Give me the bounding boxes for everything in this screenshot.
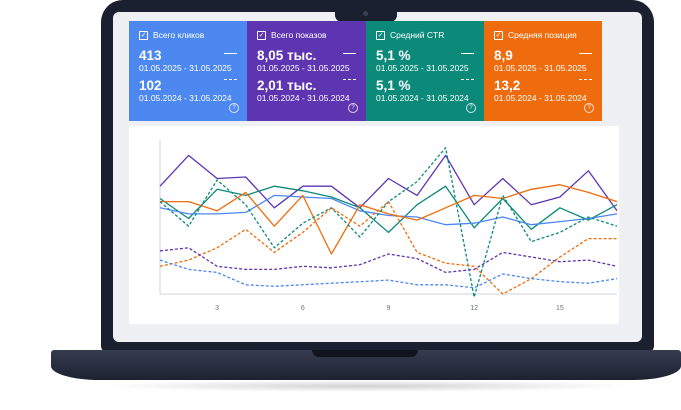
x-tick-label: 15 [556, 305, 564, 312]
previous-period-line-7 [159, 259, 618, 289]
current-value: 8,05 тыс. [257, 48, 317, 63]
metric-title: Всего показов [271, 30, 327, 40]
solid-line-legend-icon [224, 53, 237, 54]
help-icon[interactable]: ? [584, 103, 594, 113]
current-period-line-0 [159, 154, 618, 212]
metric-cards: ✓ Всего кликов 413 01.05.2025 - 31.05.20… [129, 21, 602, 121]
dashed-line-legend-icon [461, 79, 474, 80]
metric-card-position[interactable]: ✓ Средняя позиция 8,9 01.05.2025 - 31.05… [484, 21, 602, 121]
metric-card-ctr[interactable]: ✓ Средний CTR 5,1 % 01.05.2025 - 31.05.2… [366, 21, 484, 121]
help-icon[interactable]: ? [229, 103, 239, 113]
current-period: 01.05.2025 - 31.05.2025 [494, 63, 587, 73]
camera-icon [363, 11, 368, 16]
dashed-line-legend-icon [579, 79, 592, 80]
metric-title: Средняя позиция [508, 30, 577, 40]
dashed-line-legend-icon [224, 79, 237, 80]
previous-value: 2,01 тыс. [257, 78, 317, 93]
previous-period-line-6 [159, 247, 618, 274]
current-period: 01.05.2025 - 31.05.2025 [376, 63, 469, 73]
previous-period: 01.05.2024 - 31.05.2024 [376, 93, 469, 103]
previous-period-line-5 [159, 200, 617, 295]
current-period: 01.05.2025 - 31.05.2025 [139, 63, 232, 73]
line-chart: 3 6 9 12 15 [159, 140, 618, 312]
metric-card-clicks[interactable]: ✓ Всего кликов 413 01.05.2025 - 31.05.20… [129, 21, 247, 121]
solid-line-legend-icon [579, 53, 592, 54]
previous-value: 102 [139, 78, 162, 93]
current-period: 01.05.2025 - 31.05.2025 [257, 63, 350, 73]
checkbox-icon[interactable]: ✓ [257, 30, 266, 40]
previous-period: 01.05.2024 - 31.05.2024 [494, 93, 587, 103]
solid-line-legend-icon [461, 53, 474, 54]
solid-line-legend-icon [343, 53, 356, 54]
previous-value: 5,1 % [376, 78, 411, 93]
dashed-line-legend-icon [343, 79, 356, 80]
help-icon[interactable]: ? [348, 103, 358, 113]
current-value: 8,9 [494, 48, 513, 63]
metric-title: Всего кликов [153, 30, 205, 40]
previous-value: 13,2 [494, 78, 521, 93]
current-period-line-2 [159, 194, 618, 226]
current-period-line-1 [159, 185, 618, 234]
checkbox-icon[interactable]: ✓ [376, 30, 385, 40]
x-tick-label: 12 [470, 305, 478, 312]
laptop-shadow [96, 380, 636, 392]
laptop-base-notch [312, 350, 418, 357]
previous-period: 01.05.2024 - 31.05.2024 [139, 93, 232, 103]
checkbox-icon[interactable]: ✓ [139, 30, 148, 40]
metric-title: Средний CTR [390, 30, 445, 40]
x-tick-label: 3 [215, 305, 219, 312]
current-period-line-3 [160, 184, 618, 255]
help-icon[interactable]: ? [466, 103, 476, 113]
current-value: 5,1 % [376, 48, 411, 63]
x-tick-label: 6 [301, 305, 305, 312]
metric-card-impressions[interactable]: ✓ Всего показов 8,05 тыс. 01.05.2025 - 3… [247, 21, 366, 121]
previous-period: 01.05.2024 - 31.05.2024 [257, 93, 350, 103]
x-tick-label: 9 [387, 305, 391, 312]
current-value: 413 [139, 48, 162, 63]
checkbox-icon[interactable]: ✓ [494, 30, 503, 40]
